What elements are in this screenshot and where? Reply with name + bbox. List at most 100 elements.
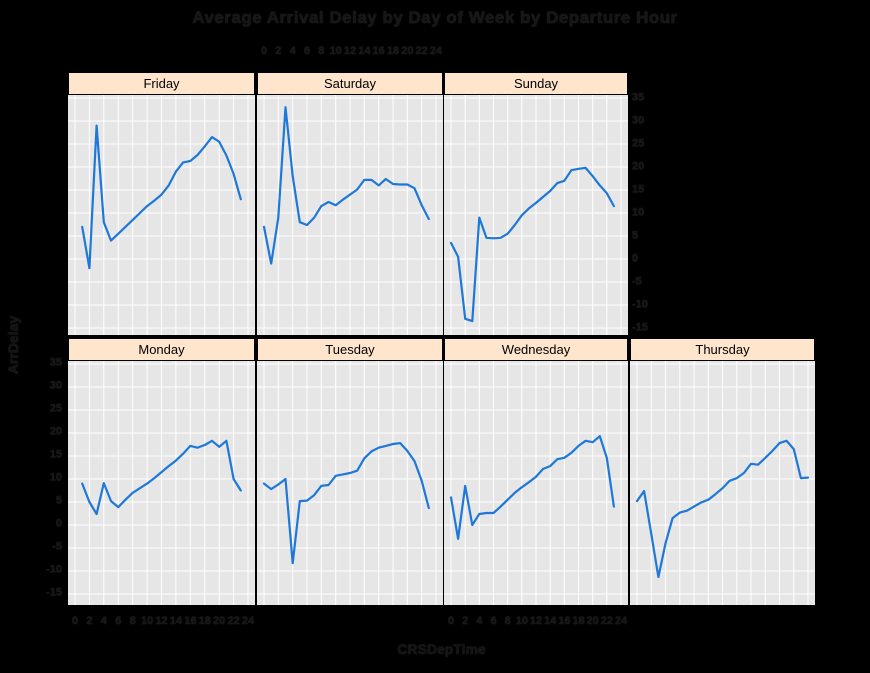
x-tick-label-bottom: 16 bbox=[558, 615, 571, 627]
x-tick-label-bottom: 16 bbox=[184, 615, 197, 627]
x-tick-label-bottom: 4 bbox=[100, 615, 107, 627]
chart-title: Average Arrival Delay by Day of Week by … bbox=[192, 8, 678, 27]
panel-sunday bbox=[444, 95, 628, 335]
panel-plot-saturday bbox=[257, 95, 443, 335]
series-line-wednesday bbox=[449, 435, 615, 540]
panel-gridlines bbox=[630, 361, 815, 605]
y-tick-label-left: 25 bbox=[49, 402, 62, 415]
panel-strip-sunday: Sunday bbox=[444, 72, 628, 95]
x-tick-label-top: 10 bbox=[329, 45, 342, 57]
y-tick-label-right: 10 bbox=[632, 206, 645, 219]
x-tick-label-bottom: 12 bbox=[529, 615, 543, 627]
strip-label: Tuesday bbox=[325, 342, 375, 357]
panel-strip-wednesday: Wednesday bbox=[444, 338, 628, 361]
x-tick-label-top: 4 bbox=[289, 45, 296, 57]
strip-label: Friday bbox=[143, 76, 180, 91]
x-tick-label-top: 8 bbox=[318, 45, 325, 57]
x-tick-label-bottom: 22 bbox=[227, 615, 240, 627]
y-tick-label-left: 30 bbox=[49, 379, 62, 392]
y-tick-label-left: 10 bbox=[49, 471, 62, 484]
y-tick-label-left: 0 bbox=[55, 517, 62, 530]
panel-plot-wednesday bbox=[444, 361, 628, 605]
x-tick-label-bottom: 0 bbox=[447, 615, 455, 627]
panel-monday bbox=[68, 361, 255, 605]
x-tick-label-bottom: 8 bbox=[129, 615, 136, 627]
x-tick-label-bottom: 6 bbox=[115, 615, 122, 627]
panel-plot-tuesday bbox=[257, 361, 443, 605]
panel-strip-tuesday: Tuesday bbox=[257, 338, 443, 361]
y-tick-label-right: 15 bbox=[632, 183, 645, 196]
y-tick-label-right: 20 bbox=[632, 160, 645, 173]
panel-gridlines bbox=[68, 361, 255, 605]
x-tick-label-top: 16 bbox=[372, 45, 385, 57]
x-tick-label-top: 2 bbox=[275, 45, 282, 57]
strip-label: Thursday bbox=[695, 342, 750, 357]
series-line-sunday bbox=[449, 166, 615, 323]
y-tick-label-left: -5 bbox=[52, 540, 62, 553]
y-tick-label-right: 25 bbox=[632, 137, 645, 150]
x-tick-label-bottom: 2 bbox=[462, 615, 469, 627]
panel-strip-thursday: Thursday bbox=[630, 338, 815, 361]
x-tick-label-top: 18 bbox=[386, 45, 400, 57]
y-tick-label-left: 15 bbox=[49, 448, 62, 461]
y-tick-label-right: -10 bbox=[632, 298, 648, 311]
y-axis-title: ArrDelay bbox=[5, 315, 21, 375]
x-tick-label-bottom: 8 bbox=[504, 615, 511, 627]
panel-plot-friday bbox=[68, 95, 255, 335]
panel-saturday bbox=[257, 95, 443, 335]
strip-label: Monday bbox=[138, 342, 185, 357]
x-tick-label-bottom: 14 bbox=[169, 615, 183, 627]
x-tick-label-bottom: 24 bbox=[614, 615, 628, 627]
x-tick-label-bottom: 0 bbox=[71, 615, 79, 627]
panel-wednesday bbox=[444, 361, 628, 605]
y-tick-label-right: 0 bbox=[632, 252, 639, 265]
x-tick-label-top: 20 bbox=[401, 45, 414, 57]
x-tick-label-bottom: 6 bbox=[490, 615, 497, 627]
y-tick-label-right: 35 bbox=[632, 91, 645, 104]
x-tick-label-bottom: 2 bbox=[86, 615, 93, 627]
panel-friday bbox=[68, 95, 255, 335]
panel-strip-friday: Friday bbox=[68, 72, 255, 95]
panel-plot-thursday bbox=[630, 361, 815, 605]
panel-plot-sunday bbox=[444, 95, 628, 335]
y-tick-label-right: 5 bbox=[632, 229, 639, 242]
y-tick-label-left: 20 bbox=[49, 425, 62, 438]
x-tick-label-bottom: 20 bbox=[586, 615, 599, 627]
x-tick-label-bottom: 14 bbox=[544, 615, 557, 627]
y-tick-label-left: 35 bbox=[49, 356, 62, 369]
strip-label: Saturday bbox=[323, 76, 377, 91]
series-line-saturday bbox=[262, 106, 430, 265]
x-tick-label-bottom: 4 bbox=[476, 615, 483, 627]
panel-plot-monday bbox=[68, 361, 255, 605]
panel-gridlines bbox=[257, 95, 443, 335]
x-tick-label-top: 14 bbox=[358, 45, 371, 57]
x-tick-label-top: 24 bbox=[429, 45, 443, 57]
x-tick-label-bottom: 20 bbox=[213, 615, 226, 627]
x-tick-label-bottom: 18 bbox=[198, 615, 211, 627]
x-tick-label-top: 6 bbox=[303, 45, 311, 57]
series-line-tuesday bbox=[262, 441, 430, 565]
panel-gridlines bbox=[444, 95, 628, 335]
panel-strip-monday: Monday bbox=[68, 338, 255, 361]
panel-strip-saturday: Saturday bbox=[257, 72, 443, 95]
panel-tuesday bbox=[257, 361, 443, 605]
strip-label: Wednesday bbox=[501, 342, 571, 357]
y-tick-label-left: 5 bbox=[55, 494, 62, 507]
x-tick-label-bottom: 12 bbox=[155, 615, 168, 627]
series-line-monday bbox=[81, 439, 242, 516]
y-tick-label-right: 30 bbox=[632, 114, 645, 127]
x-tick-label-bottom: 18 bbox=[572, 615, 585, 627]
x-axis-title: CRSDepTime bbox=[397, 641, 486, 657]
x-tick-label-top: 12 bbox=[343, 45, 357, 57]
x-tick-label-top: 22 bbox=[415, 45, 428, 57]
strip-label: Sunday bbox=[513, 76, 559, 91]
x-tick-label-bottom: 24 bbox=[241, 615, 255, 627]
series-line-thursday bbox=[635, 439, 810, 579]
x-tick-label-bottom: 22 bbox=[600, 615, 613, 627]
y-tick-label-left: -10 bbox=[46, 563, 62, 576]
y-tick-label-right: -15 bbox=[632, 321, 648, 334]
y-tick-label-right: -5 bbox=[632, 275, 642, 288]
x-tick-label-top: 0 bbox=[260, 45, 268, 57]
y-tick-label-left: -15 bbox=[46, 586, 62, 599]
